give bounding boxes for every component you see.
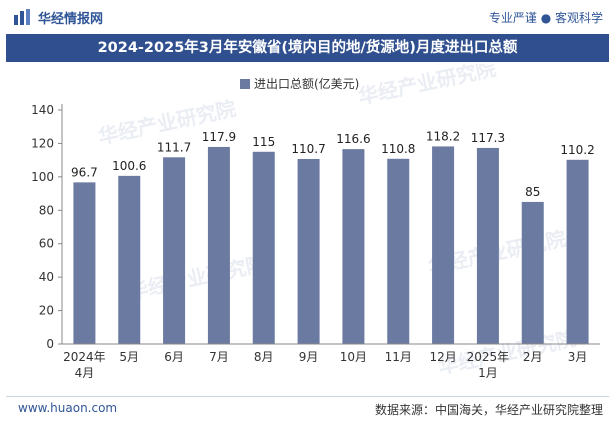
x-tick-label: 10月 [340, 350, 367, 364]
bar [566, 159, 589, 344]
bar [432, 146, 455, 344]
footer-source: 数据来源：中国海关，华经产业研究院整理 [374, 403, 603, 417]
bar [163, 157, 186, 344]
legend-label: 进出口总额(亿美元) [254, 76, 359, 91]
legend: 进出口总额(亿美元) [240, 76, 359, 91]
x-tick-label: 5月 [119, 350, 139, 364]
footer-website[interactable]: www.huaon.com [18, 401, 118, 415]
x-tick-label: 11月 [385, 350, 412, 364]
y-tick-label: 120 [31, 136, 54, 150]
y-tick-label: 0 [46, 337, 54, 351]
x-tick-label: 8月 [254, 350, 274, 364]
y-tick-label: 140 [31, 103, 54, 117]
y-tick-label: 20 [39, 304, 54, 318]
slogan: 专业严谨 ● 客观科学 [488, 11, 603, 25]
bars [73, 146, 589, 344]
x-tick-label: 1月 [478, 366, 498, 380]
bar-value-label: 96.7 [71, 165, 98, 179]
y-tick-label: 100 [31, 170, 54, 184]
logo-icon [14, 9, 30, 25]
x-tick-label: 6月 [164, 350, 184, 364]
chart: 华经产业研究院华经产业研究院华经产业研究院华经产业研究院华经产业研究院 进出口总… [31, 64, 600, 380]
y-tick-label: 80 [39, 203, 54, 217]
y-tick-label: 40 [39, 270, 54, 284]
title-bar: 2024-2025年3月年安徽省(境内目的地/货源地)月度进出口总额 [6, 34, 609, 62]
bar [476, 147, 499, 344]
x-tick-label: 4月 [75, 366, 95, 380]
bar-value-label: 111.7 [157, 140, 191, 154]
x-tick-label: 2025年 [467, 350, 510, 364]
bar-value-label: 116.6 [336, 132, 370, 146]
bar [73, 182, 96, 344]
x-tick-label: 12月 [429, 350, 456, 364]
bar-value-label: 100.6 [112, 159, 146, 173]
x-tick-label: 2024年 [63, 350, 106, 364]
x-tick-label: 2月 [523, 350, 543, 364]
bar-value-label: 117.9 [202, 130, 236, 144]
bar [387, 158, 410, 344]
top-bar: 华经情报网 专业严谨 ● 客观科学 [0, 0, 615, 34]
bar-value-label: 110.2 [560, 143, 594, 157]
x-tick-label: 7月 [209, 350, 229, 364]
y-axis: 0 20 40 60 80 100 120 140 [31, 103, 63, 351]
bar [118, 175, 141, 344]
value-labels: 96.7 100.6 111.7 117.9 115 110.7 116.6 110.8 118… [71, 129, 595, 198]
chart-title: 2024-2025年3月年安徽省(境内目的地/货源地)月度进出口总额 [97, 40, 518, 56]
bar-value-label: 85 [525, 185, 540, 199]
bar-value-label: 118.2 [426, 129, 460, 143]
x-tick-label: 3月 [568, 350, 588, 364]
y-tick-label: 60 [39, 237, 54, 251]
bar-value-label: 110.8 [381, 142, 415, 156]
bar-value-label: 115 [252, 135, 275, 149]
x-tick-label: 9月 [299, 350, 319, 364]
watermark-text: 华经产业研究院 [126, 251, 268, 304]
watermark-text: 华经产业研究院 [356, 64, 498, 109]
bar [207, 146, 230, 344]
bar [252, 151, 275, 344]
logo-text: 华经情报网 [38, 12, 104, 27]
bar-value-label: 110.7 [291, 142, 325, 156]
bar [342, 149, 365, 344]
footer-divider [6, 396, 609, 397]
bar [297, 158, 320, 344]
legend-swatch [240, 79, 250, 89]
x-axis: 2024年 4月 5月 6月 7月 8月 9月 10月 11月 12月 2025年 1月 2月 3月 [62, 343, 600, 380]
bar [521, 201, 544, 344]
bar-value-label: 117.3 [471, 131, 505, 145]
